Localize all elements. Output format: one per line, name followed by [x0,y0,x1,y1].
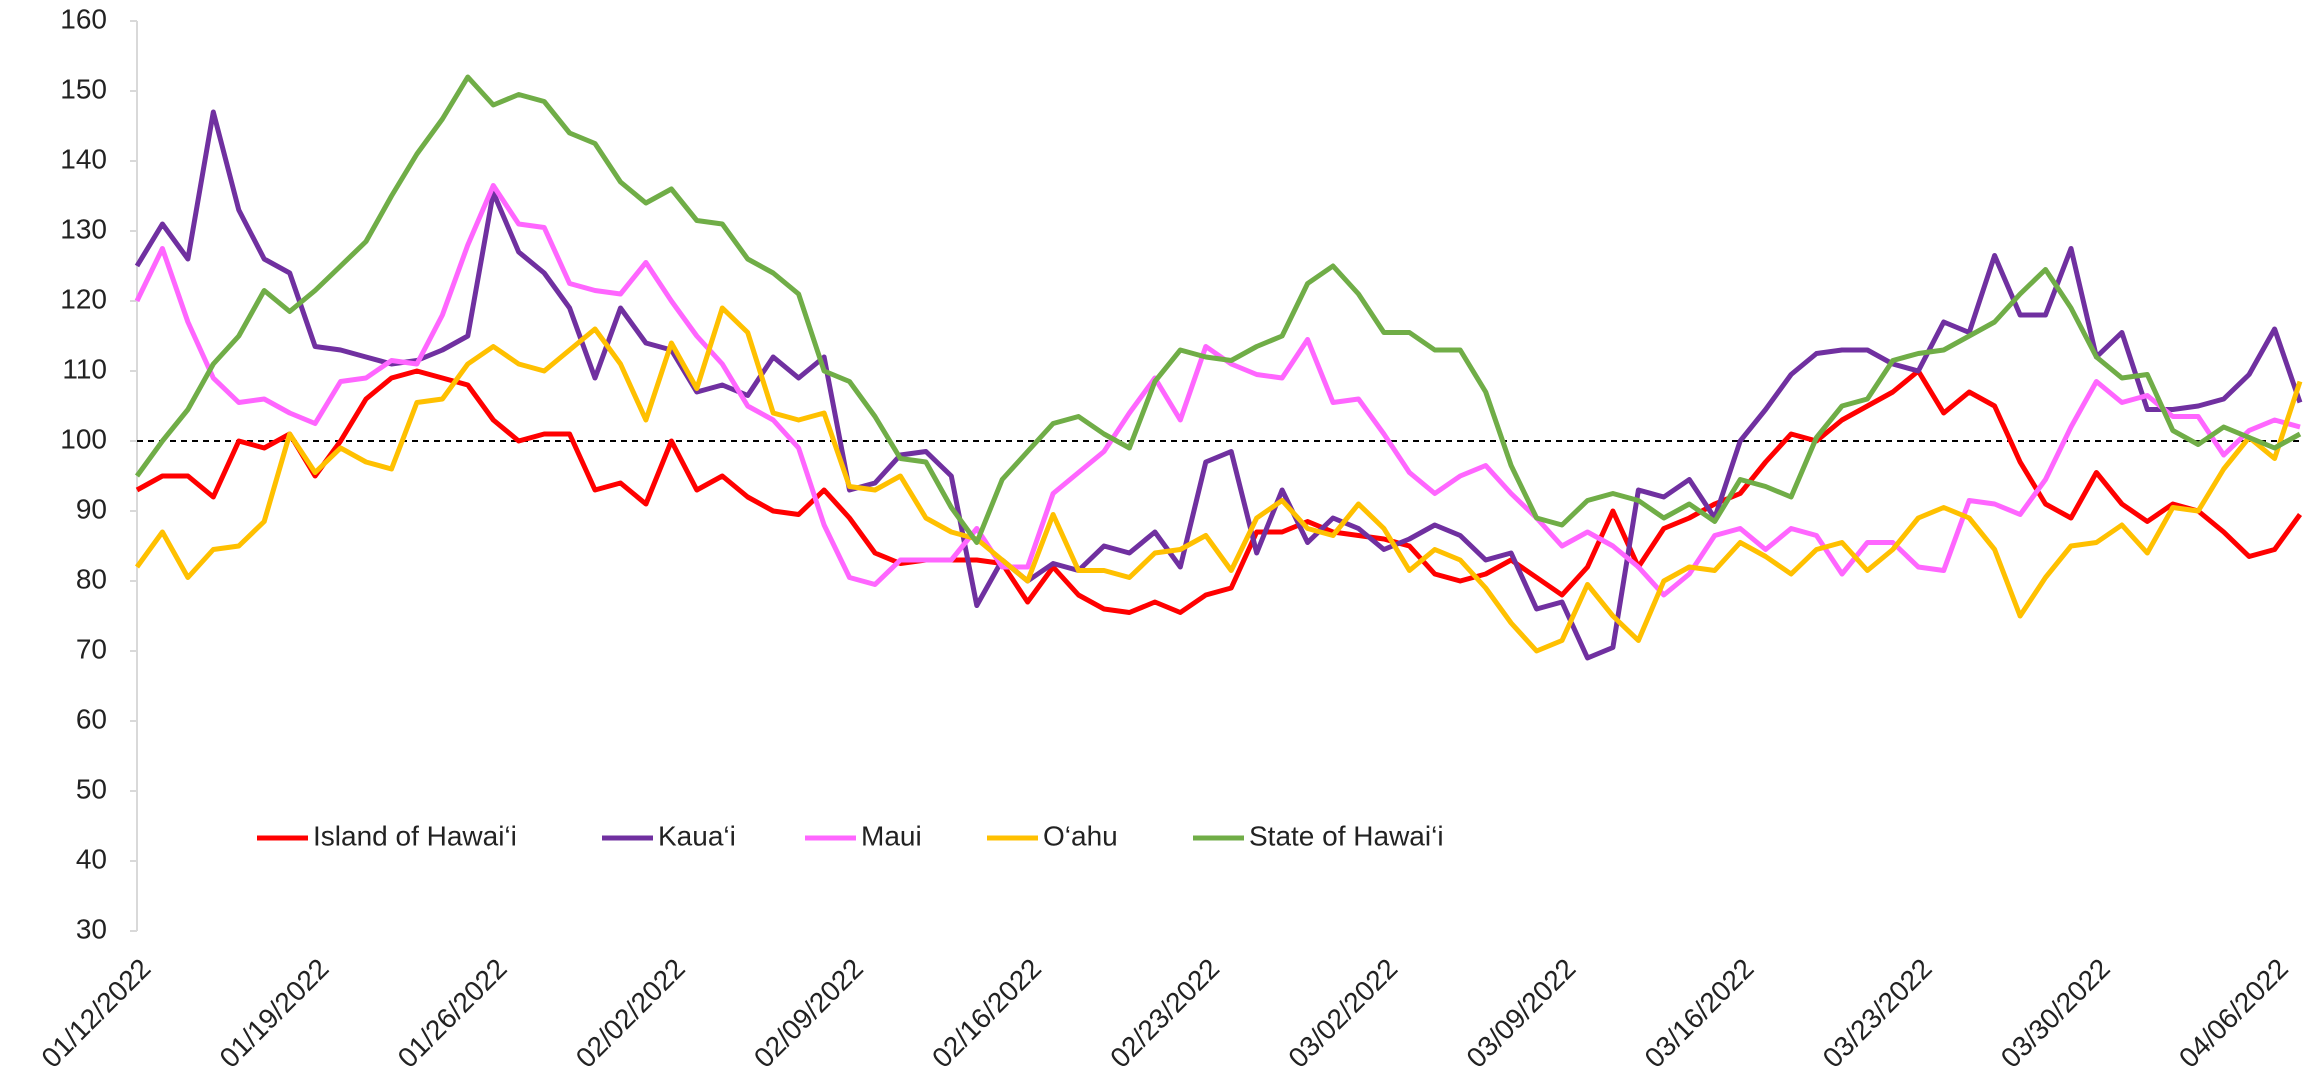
x-tick-label: 01/19/2022 [214,953,335,1074]
y-tick-label: 110 [62,353,107,384]
legend-label: O‘ahu [1043,820,1118,851]
legend-label: Kaua‘i [658,820,736,851]
x-tick-label: 04/06/2022 [2173,953,2294,1074]
y-tick-label: 50 [76,773,107,804]
x-tick-label: 03/02/2022 [1282,953,1403,1074]
series-line [134,74,2302,545]
x-tick-label: 03/09/2022 [1460,953,1581,1074]
y-tick-label: 70 [76,633,107,664]
x-tick-label: 02/16/2022 [926,953,1047,1074]
y-tick-label: 150 [60,73,107,104]
y-tick-label: 130 [60,213,107,244]
y-tick-label: 40 [76,843,107,874]
x-tick-label: 03/16/2022 [1639,953,1760,1074]
y-tick-label: 90 [76,493,107,524]
x-tick-label: 01/26/2022 [392,953,513,1074]
series-line [134,109,2303,661]
legend-label: Maui [861,820,922,851]
x-tick-label: 01/12/2022 [35,953,156,1074]
y-tick-label: 160 [60,3,107,34]
y-tick-label: 120 [60,283,107,314]
y-tick-label: 140 [60,143,107,174]
x-tick-label: 02/09/2022 [748,953,869,1074]
y-tick-label: 100 [60,423,107,454]
legend-label: Island of Hawai‘i [313,820,517,851]
x-tick-label: 02/02/2022 [570,953,691,1074]
y-tick-label: 80 [76,563,107,594]
series-line [135,368,2303,615]
x-tick-label: 02/23/2022 [1104,953,1225,1074]
x-tick-label: 03/30/2022 [1995,953,2116,1074]
y-tick-label: 30 [76,913,107,944]
series-line [134,305,2303,654]
series-line [134,183,2301,598]
y-tick-label: 60 [76,703,107,734]
legend-label: State of Hawai‘i [1249,820,1444,851]
x-tick-label: 03/23/2022 [1817,953,1938,1074]
